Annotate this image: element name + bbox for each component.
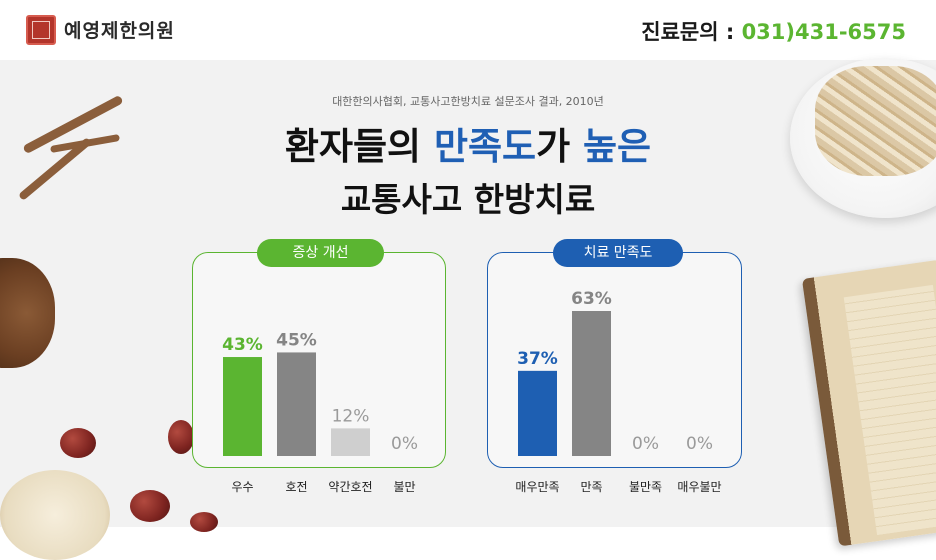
contact-phone-number[interactable]: 031)431-6575 — [741, 20, 906, 44]
headline-highlight: 높은 — [583, 125, 652, 168]
logo-seal-icon — [26, 15, 56, 45]
satisfaction-value-label-1: 37% — [517, 349, 558, 369]
symptom-value-label-4: 0% — [391, 434, 418, 454]
headline-line-1: 환자들의 만족도가 높은 — [0, 116, 936, 170]
symptom-category-label-3: 약간호전 — [328, 479, 372, 494]
headline-text: 가 — [536, 125, 583, 168]
jujube-image — [60, 428, 96, 458]
symptom-bar-3 — [331, 428, 370, 456]
symptom-bar-1 — [223, 357, 262, 456]
satisfaction-category-label-3: 불만족 — [629, 480, 662, 494]
symptom-bar-2 — [277, 352, 316, 456]
headline-highlight: 만족도 — [433, 125, 537, 168]
symptom-category-label-4: 불만 — [393, 480, 415, 494]
symptom-chart-title: 증상 개선 — [257, 239, 384, 267]
headline-text: 환자들의 — [284, 125, 434, 168]
satisfaction-bar-2 — [572, 311, 611, 456]
herb-chips-image — [815, 66, 936, 176]
satisfaction-category-label-2: 만족 — [580, 480, 602, 494]
symptom-category-label-2: 호전 — [285, 480, 307, 494]
satisfaction-category-label-4: 매우불만 — [677, 480, 721, 494]
bar-charts: 43% 우수 45% 호전 12% 약간호전 0% 불만 37% 매우만족 63% 만족 0% 불만족 0%… — [222, 289, 721, 494]
symptom-value-label-1: 43% — [222, 335, 263, 355]
satisfaction-bar-1 — [518, 370, 557, 456]
jujube-image — [130, 490, 170, 522]
contact-info: 진료문의 : 031)431-6575 — [641, 16, 906, 46]
headline-line-2: 교통사고 한방치료 — [340, 180, 596, 219]
symptom-value-label-3: 12% — [332, 406, 370, 426]
jujube-image — [168, 420, 194, 454]
header-bar: 예영제한의원 진료문의 : 031)431-6575 — [0, 0, 936, 60]
survey-source: 대한한의사협회, 교통사고한방치료 설문조사 결과, 2010년 — [332, 95, 604, 108]
contact-label: 진료문의 : — [641, 20, 742, 44]
content-stage — [0, 60, 936, 527]
satisfaction-value-label-3: 0% — [632, 434, 659, 454]
satisfaction-category-label-1: 매우만족 — [515, 480, 559, 494]
satisfaction-value-label-4: 0% — [686, 434, 713, 454]
symptom-category-label-1: 우수 — [231, 480, 253, 494]
satisfaction-value-label-2: 63% — [571, 289, 612, 309]
clinic-logo-text[interactable]: 예영제한의원 — [64, 20, 175, 42]
satisfaction-chart-title: 치료 만족도 — [553, 239, 683, 267]
symptom-value-label-2: 45% — [276, 330, 317, 350]
